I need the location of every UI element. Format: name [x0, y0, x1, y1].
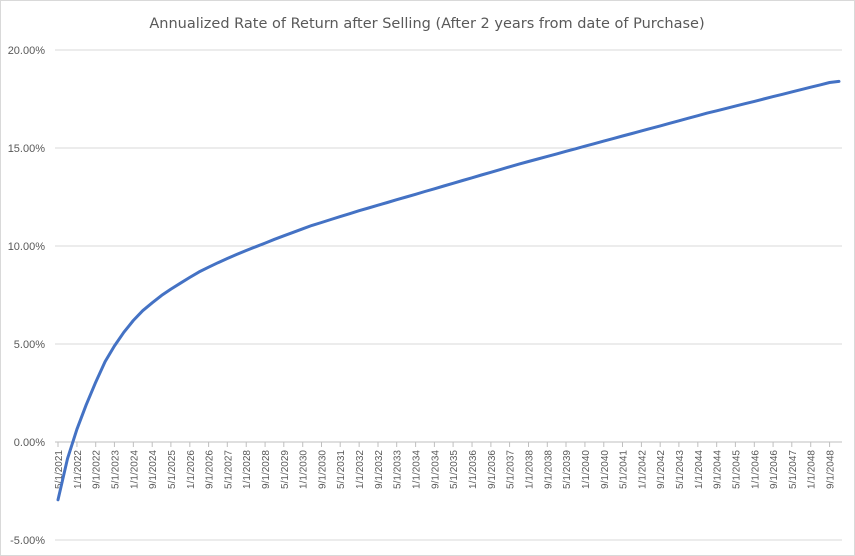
x-tick-label: 9/1/2044: [713, 450, 724, 489]
x-tick-label: 9/1/2022: [92, 450, 103, 489]
x-tick-label: 9/1/2040: [600, 450, 611, 489]
y-tick-label: -5.00%: [10, 535, 45, 547]
x-tick-label: 5/1/2029: [280, 450, 291, 489]
x-tick-label: 9/1/2034: [430, 450, 441, 489]
x-tick-label: 1/1/2030: [299, 450, 310, 489]
x-tick-label: 1/1/2034: [412, 450, 423, 489]
x-tick-label: 5/1/2031: [336, 450, 347, 489]
x-tick-label: 5/1/2047: [788, 450, 799, 489]
x-tick-label: 5/1/2037: [506, 450, 517, 489]
x-tick-label: 9/1/2032: [374, 450, 385, 489]
x-tick-label: 1/1/2036: [468, 450, 479, 489]
x-tick-label: 9/1/2036: [487, 450, 498, 489]
chart-title: Annualized Rate of Return after Selling …: [149, 16, 704, 32]
x-tick-label: 5/1/2035: [449, 450, 460, 489]
y-tick-label: 0.00%: [14, 437, 45, 449]
x-tick-label: 9/1/2028: [261, 450, 272, 489]
x-tick-label: 5/1/2041: [618, 450, 629, 489]
x-tick-label: 5/1/2021: [54, 450, 65, 489]
x-tick-label: 5/1/2039: [562, 450, 573, 489]
x-tick-label: 5/1/2027: [223, 450, 234, 489]
x-tick-label: 1/1/2042: [637, 450, 648, 489]
x-tick-label: 1/1/2044: [694, 450, 705, 489]
series-line: [56, 79, 841, 502]
y-tick-label: 5.00%: [14, 339, 45, 351]
y-axis-tick-labels: -5.00% 0.00% 5.00% 10.00% 15.00% 20.00%: [8, 45, 46, 547]
series-lines: [56, 79, 841, 502]
x-tick-label: 9/1/2042: [656, 450, 667, 489]
x-tick-label: 9/1/2024: [148, 450, 159, 489]
x-tick-label: 1/1/2026: [186, 450, 197, 489]
y-tick-label: 10.00%: [8, 241, 46, 253]
x-tick-label: 9/1/2030: [318, 450, 329, 489]
x-tick-label: 5/1/2043: [675, 450, 686, 489]
x-tick-label: 1/1/2022: [73, 450, 84, 489]
x-tick-label: 9/1/2026: [205, 450, 216, 489]
x-tick-label: 5/1/2025: [167, 450, 178, 489]
x-tick-label: 9/1/2038: [543, 450, 554, 489]
x-tick-label: 1/1/2024: [129, 450, 140, 489]
x-tick-label: 1/1/2046: [750, 450, 761, 489]
x-tick-label: 1/1/2040: [581, 450, 592, 489]
y-tick-label: 20.00%: [8, 45, 46, 57]
x-tick-label: 5/1/2033: [393, 450, 404, 489]
x-tick-label: 5/1/2045: [731, 450, 742, 489]
x-tick-label: 1/1/2028: [242, 450, 253, 489]
x-tick-label: 5/1/2023: [110, 450, 121, 489]
x-tick-label: 9/1/2048: [826, 450, 837, 489]
x-tick-label: 1/1/2032: [355, 450, 366, 489]
y-tick-label: 15.00%: [8, 143, 46, 155]
x-axis: 5/1/2021 1/1/2022 9/1/2022 5/1/2023 1/1/2024…: [54, 441, 842, 489]
x-tick-label: 9/1/2046: [769, 450, 780, 489]
x-tick-label: 1/1/2038: [525, 450, 536, 489]
x-tick-label: 1/1/2048: [807, 450, 818, 489]
